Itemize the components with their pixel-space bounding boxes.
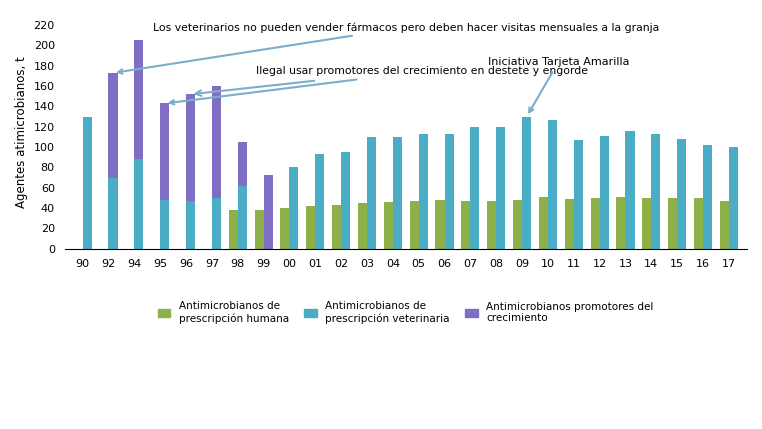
Bar — [668, 198, 677, 249]
Bar — [720, 201, 729, 249]
Bar — [134, 159, 143, 249]
Bar — [315, 154, 325, 249]
Bar — [108, 178, 117, 249]
Bar — [229, 210, 238, 249]
Bar — [186, 201, 195, 249]
Bar — [574, 140, 583, 249]
Bar — [591, 198, 600, 249]
Bar — [264, 175, 273, 249]
Bar — [341, 152, 351, 249]
Bar — [470, 127, 479, 249]
Bar — [212, 86, 221, 198]
Bar — [600, 136, 609, 249]
Bar — [694, 198, 703, 249]
Text: Los veterinarios no pueden vender fármacos pero deben hacer visitas mensuales a : Los veterinarios no pueden vender fármac… — [118, 22, 659, 74]
Bar — [367, 137, 376, 249]
Bar — [160, 103, 169, 200]
Bar — [160, 200, 169, 249]
Legend: Antimicrobianos de
prescripción humana, Antimicrobianos de
prescripción veterina: Antimicrobianos de prescripción humana, … — [154, 297, 658, 328]
Bar — [703, 145, 712, 249]
Bar — [496, 127, 505, 249]
Y-axis label: Agentes atimicrobianos, t: Agentes atimicrobianos, t — [15, 56, 28, 208]
Bar — [358, 203, 367, 249]
Bar — [436, 200, 444, 249]
Bar — [652, 134, 661, 249]
Bar — [626, 131, 635, 249]
Text: Ilegal usar promotores del crecimiento en destete y engorde: Ilegal usar promotores del crecimiento e… — [170, 66, 588, 104]
Bar — [238, 186, 247, 249]
Bar — [565, 199, 574, 249]
Text: Iniciativa Tarjeta Amarilla: Iniciativa Tarjeta Amarilla — [488, 57, 629, 112]
Bar — [642, 198, 652, 249]
Bar — [513, 200, 522, 249]
Bar — [186, 94, 195, 201]
Bar — [134, 40, 143, 159]
Bar — [393, 137, 402, 249]
Bar — [255, 210, 264, 249]
Bar — [677, 139, 687, 249]
Bar — [548, 120, 557, 249]
Bar — [418, 134, 427, 249]
Bar — [108, 73, 117, 178]
Bar — [212, 198, 221, 249]
Bar — [522, 117, 531, 249]
Bar — [280, 208, 290, 249]
Bar — [332, 205, 341, 249]
Bar — [306, 206, 315, 249]
Bar — [487, 201, 496, 249]
Bar — [384, 202, 393, 249]
Bar — [539, 197, 548, 249]
Bar — [82, 117, 91, 249]
Bar — [616, 197, 626, 249]
Bar — [290, 167, 299, 249]
Bar — [461, 201, 470, 249]
Bar — [729, 147, 738, 249]
Bar — [410, 201, 418, 249]
Bar — [444, 134, 453, 249]
Bar — [238, 142, 247, 186]
